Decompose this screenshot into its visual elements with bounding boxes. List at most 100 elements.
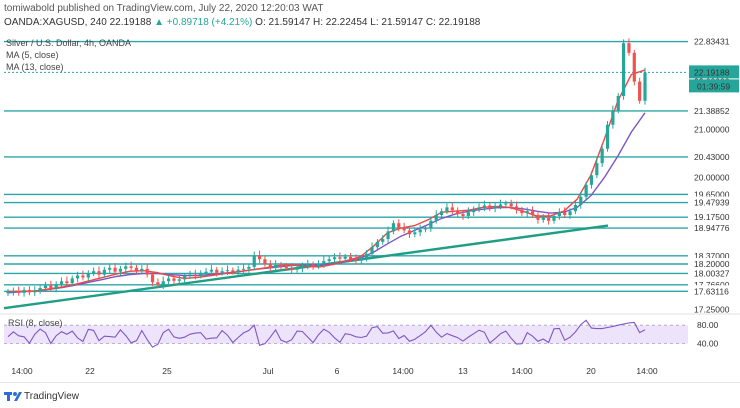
publisher-line: tomiwabold published on TradingView.com,… bbox=[4, 3, 324, 14]
candle-body bbox=[38, 288, 42, 291]
candle-body bbox=[370, 247, 374, 254]
candle-body bbox=[6, 291, 10, 294]
countdown-tag bbox=[689, 79, 739, 93]
candle-body bbox=[525, 211, 529, 214]
level-label: 17.76600 bbox=[694, 280, 730, 290]
candle-body bbox=[595, 163, 599, 176]
candle-body bbox=[172, 278, 176, 281]
candle-body bbox=[33, 290, 37, 293]
candle-body bbox=[65, 281, 69, 284]
candle-body bbox=[477, 207, 481, 210]
candle-body bbox=[348, 256, 353, 260]
rsi-tick-label: 80.00 bbox=[697, 320, 719, 330]
candle-body bbox=[557, 212, 561, 216]
candle-body bbox=[274, 264, 278, 268]
level-label: 18.37000 bbox=[694, 251, 730, 261]
time-tick-label: 22 bbox=[85, 366, 95, 376]
candle-body bbox=[156, 282, 160, 286]
price-tick-label: 21.00000 bbox=[694, 125, 730, 135]
candle-body bbox=[92, 271, 96, 274]
candle-body bbox=[600, 148, 604, 164]
candle-body bbox=[616, 96, 620, 111]
candle-body bbox=[547, 217, 551, 221]
chart-header: tomiwabold published on TradingView.com,… bbox=[0, 0, 740, 30]
candle-body bbox=[354, 259, 358, 261]
candle-body bbox=[621, 43, 626, 96]
candle-body bbox=[225, 270, 230, 272]
candle-body bbox=[332, 257, 337, 260]
candle-body bbox=[611, 110, 615, 125]
time-tick-label: 14:00 bbox=[636, 366, 658, 376]
candle-body bbox=[231, 270, 235, 272]
candle-body bbox=[541, 217, 545, 220]
level-label-bg bbox=[689, 104, 739, 117]
candle-body bbox=[263, 259, 267, 264]
rsi-legend[interactable]: RSI (8, close) bbox=[8, 318, 63, 328]
candle-body bbox=[498, 204, 503, 207]
price-tick-label: 17.25000 bbox=[694, 305, 730, 315]
moving-averages bbox=[7, 69, 646, 294]
candle-body bbox=[140, 268, 144, 271]
ma5-legend[interactable]: MA (5, close) bbox=[6, 50, 59, 60]
candle-body bbox=[129, 266, 133, 268]
candle-body bbox=[579, 196, 583, 205]
candle-body bbox=[59, 281, 64, 285]
tradingview-brand: TradingView bbox=[24, 391, 80, 402]
level-label-bg bbox=[689, 285, 739, 298]
candle-body bbox=[450, 207, 454, 211]
candle-body bbox=[530, 211, 535, 216]
candle-body bbox=[493, 206, 497, 209]
time-tick-label: 6 bbox=[335, 366, 340, 376]
candle-body bbox=[402, 227, 406, 231]
level-label-bg bbox=[689, 267, 739, 280]
price-change: ▲ +0.89718 (+4.21%) bbox=[154, 17, 253, 28]
time-axis-labels: 14:00 22 25 Jul 6 14:00 13 14:00 20 14:00 bbox=[11, 366, 658, 376]
level-label: 17.63116 bbox=[694, 286, 729, 296]
candle-body bbox=[27, 289, 32, 293]
ma13-legend[interactable]: MA (13, close) bbox=[6, 62, 64, 72]
symbol-name: OANDA:XAGUSD, 240 bbox=[4, 17, 107, 28]
candle-body bbox=[439, 211, 444, 216]
candle-body bbox=[509, 203, 513, 207]
candle-body bbox=[134, 267, 139, 271]
candle-body bbox=[605, 124, 610, 149]
time-tick-label: 14:00 bbox=[11, 366, 33, 376]
candle-body bbox=[97, 271, 101, 275]
candle-body bbox=[461, 214, 465, 216]
candle-body bbox=[643, 72, 647, 101]
candle-body bbox=[434, 215, 438, 221]
candle-body bbox=[568, 211, 572, 216]
candle-body bbox=[11, 291, 15, 293]
candle-body bbox=[183, 276, 187, 280]
candle-body bbox=[466, 212, 470, 216]
level-label: 20.43000 bbox=[694, 152, 730, 162]
candle-body bbox=[445, 207, 449, 212]
candle-body bbox=[241, 268, 246, 270]
candle-body bbox=[627, 43, 631, 53]
candle-body bbox=[381, 239, 385, 242]
candle-body bbox=[295, 268, 299, 270]
candle-body bbox=[472, 209, 476, 213]
candle-body bbox=[86, 273, 90, 278]
candle-body bbox=[199, 273, 203, 276]
candle-body bbox=[284, 266, 288, 268]
time-tick-label: 25 bbox=[162, 366, 172, 376]
candle-body bbox=[118, 268, 123, 272]
candle-body bbox=[423, 228, 428, 230]
candle-body bbox=[300, 266, 305, 269]
candle-body bbox=[386, 231, 390, 240]
candle-body bbox=[311, 264, 315, 266]
candle-body bbox=[322, 261, 326, 264]
candle-body bbox=[638, 81, 642, 101]
candle-body bbox=[429, 220, 433, 228]
candle-body bbox=[456, 210, 460, 215]
candle-body bbox=[365, 253, 369, 258]
price-chart[interactable]: 80.00 40.00 22.83431 21.38852 20.43000 19.65… bbox=[0, 0, 740, 382]
candle-body bbox=[279, 264, 283, 267]
candle-body bbox=[22, 289, 26, 293]
candle-body bbox=[177, 279, 181, 281]
time-tick-label: Jul bbox=[263, 366, 274, 376]
candle-body bbox=[391, 223, 396, 232]
candle-body bbox=[257, 255, 262, 260]
rsi-line bbox=[7, 319, 646, 348]
